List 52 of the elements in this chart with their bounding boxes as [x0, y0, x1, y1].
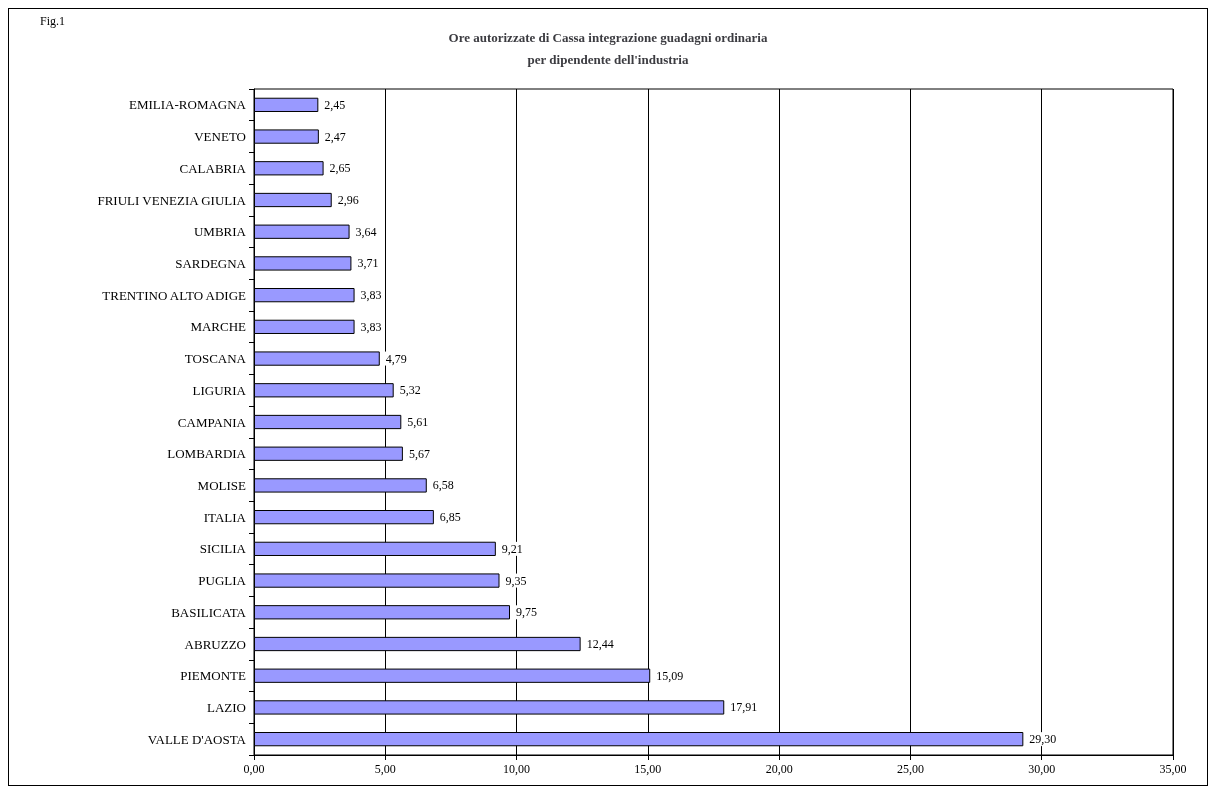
y-tick-label: SICILIA: [199, 541, 247, 557]
data-label: 6,58: [432, 478, 454, 493]
x-tick-label: 15,00: [634, 762, 662, 776]
y-tick-label: TOSCANA: [184, 351, 247, 367]
y-tick-label: MARCHE: [190, 319, 247, 335]
x-tick-label: 35,00: [1159, 762, 1187, 776]
data-label: 2,45: [324, 97, 346, 112]
y-tick-label: VALLE D'AOSTA: [147, 731, 247, 747]
y-tick-label: ABRUZZO: [184, 636, 246, 652]
data-label: 5,32: [399, 383, 421, 398]
data-label: 3,83: [360, 319, 382, 334]
x-tick-label: 10,00: [503, 762, 531, 776]
data-label: 12,44: [586, 637, 614, 651]
data-label: 17,91: [730, 700, 758, 715]
data-label: 2,96: [337, 193, 359, 207]
y-tick-label: BASILICATA: [171, 604, 247, 620]
data-label: 15,09: [656, 668, 684, 683]
data-label: 4,79: [385, 351, 407, 366]
y-tick-label: SARDEGNA: [175, 255, 247, 271]
data-label: 9,21: [501, 541, 523, 556]
data-label: 9,35: [505, 573, 527, 588]
y-tick-label: CAMPANIA: [177, 414, 247, 430]
y-tick-label: TRENTINO ALTO ADIGE: [102, 287, 247, 303]
y-tick-label: MOLISE: [197, 477, 247, 493]
data-label: 29,30: [1029, 732, 1057, 747]
y-tick-label: UMBRIA: [193, 224, 247, 240]
data-label: 5,67: [408, 446, 430, 461]
data-label: 3,71: [357, 256, 379, 271]
data-label: 3,64: [355, 224, 377, 239]
y-tick-label: LOMBARDIA: [167, 446, 247, 462]
x-tick-label: 0,00: [243, 762, 265, 776]
data-label: 2,65: [329, 161, 351, 176]
y-tick-label: PIEMONTE: [180, 668, 247, 684]
y-tick-label: VENETO: [194, 129, 246, 145]
y-tick-label: LAZIO: [207, 699, 246, 715]
x-tick-label: 5,00: [374, 762, 396, 776]
y-tick-label: CALABRIA: [179, 160, 247, 176]
caption: Fig.1: [40, 14, 66, 29]
data-label: 9,75: [516, 605, 538, 620]
x-tick-label: 30,00: [1028, 762, 1056, 776]
y-tick-label: EMILIA-ROMAGNA: [129, 97, 247, 113]
y-tick-label: LIGURIA: [192, 382, 247, 398]
y-tick-label: FRIULI VENEZIA GIULIA: [97, 192, 247, 208]
data-label: 2,47: [324, 129, 346, 144]
x-tick-label: 20,00: [765, 762, 793, 776]
data-label: 6,85: [439, 510, 461, 525]
y-tick-label: ITALIA: [203, 509, 247, 525]
data-label: 3,83: [360, 288, 382, 303]
x-tick-label: 25,00: [896, 762, 924, 776]
chart-title: Ore autorizzate di Cassa integrazione guadagni ordinaria per dipendente dell'industria: [448, 29, 768, 67]
y-tick-label: PUGLIA: [198, 573, 247, 589]
data-label: 5,61: [407, 415, 429, 429]
